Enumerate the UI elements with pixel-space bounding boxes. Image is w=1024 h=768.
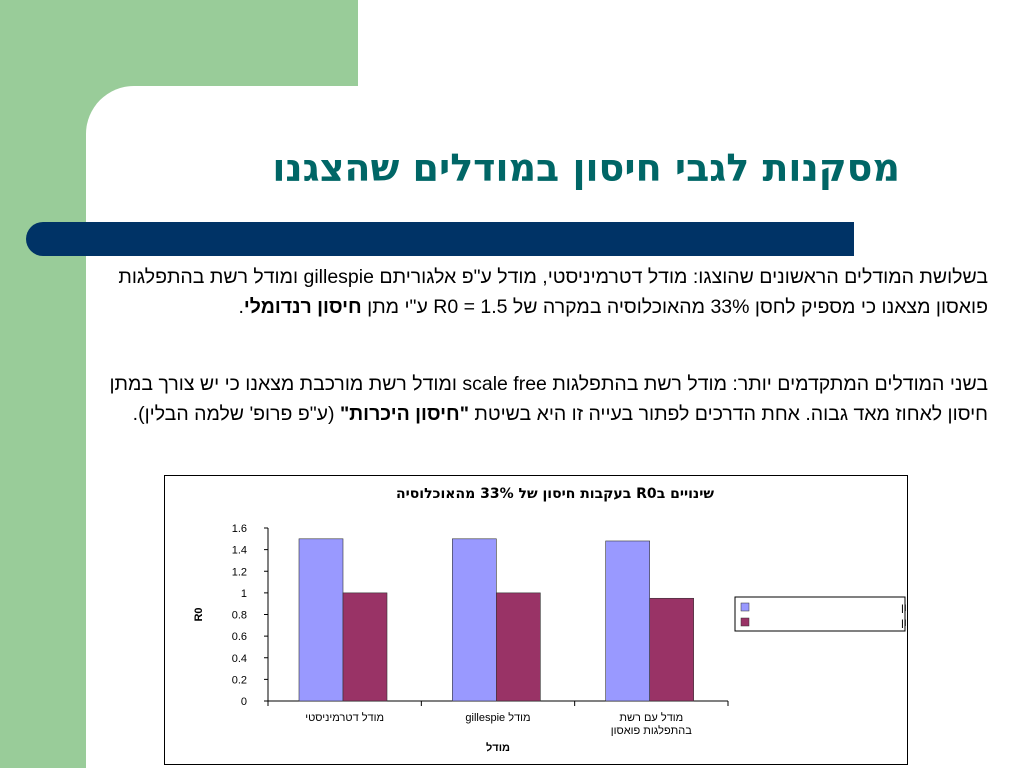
legend-label: לאחר מתן החיסון bbox=[901, 616, 907, 629]
category-label: מודל דטרמיניסטי bbox=[305, 711, 384, 724]
bar-after bbox=[496, 592, 541, 702]
paragraph-2: בשני המודלים המתקדמים יותר: מודל רשת בהת… bbox=[100, 369, 988, 429]
bar-after bbox=[649, 597, 694, 702]
x-axis-label: מודל bbox=[486, 741, 510, 754]
chart-frame: שינויים בR0 בעקבות חיסון של 33% מהאוכלוס… bbox=[164, 475, 908, 765]
paragraph-2-bold: "חיסון היכרות" bbox=[339, 403, 469, 425]
slide-title: מסקנות לגבי חיסון במודלים שהצגנו bbox=[272, 146, 900, 190]
y-tick-label: 0.8 bbox=[232, 610, 247, 622]
category-label: מודל gillespie bbox=[465, 711, 530, 724]
paragraph-2-text: בשני המודלים המתקדמים יותר: מודל רשת בהת… bbox=[109, 373, 988, 425]
legend-swatch bbox=[740, 602, 750, 612]
chart-title: שינויים בR0 בעקבות חיסון של 33% מהאוכלוס… bbox=[396, 486, 714, 502]
legend-swatch bbox=[740, 617, 750, 627]
paragraph-1-end: . bbox=[238, 296, 244, 318]
bar-before bbox=[452, 538, 497, 702]
title-underline-bar bbox=[26, 222, 852, 256]
bar-chart: שינויים בR0 בעקבות חיסון של 33% מהאוכלוס… bbox=[193, 486, 907, 754]
title-bar-end bbox=[848, 222, 854, 256]
y-tick-label: 0.6 bbox=[232, 631, 247, 643]
category-label: בהתפלגות פואסון bbox=[611, 724, 692, 737]
y-tick-label: 0 bbox=[241, 696, 247, 708]
paragraph-1: בשלושת המודלים הראשונים שהוצגו: מודל דטר… bbox=[100, 262, 988, 322]
bar-before bbox=[605, 540, 650, 702]
paragraph-1-text: בשלושת המודלים הראשונים שהוצגו: מודל דטר… bbox=[118, 266, 988, 318]
y-tick-label: 1.6 bbox=[232, 523, 247, 535]
y-tick-label: 1.4 bbox=[232, 545, 247, 557]
y-axis-label: R0 bbox=[193, 607, 205, 621]
category-label: מודל עם רשת bbox=[619, 711, 683, 724]
bar-after bbox=[342, 592, 388, 702]
legend-label: לפני מתן החיסון bbox=[901, 601, 907, 614]
white-top-area bbox=[358, 0, 1024, 86]
bar-before bbox=[298, 538, 344, 702]
paragraph-1-bold: חיסון רנדומלי bbox=[243, 296, 362, 318]
legend-box bbox=[734, 596, 906, 632]
y-tick-label: 1.2 bbox=[232, 566, 247, 578]
y-tick-label: 1 bbox=[241, 588, 247, 600]
y-tick-label: 0.2 bbox=[232, 674, 247, 686]
paragraph-2-end: (ע"פ פרופ' שלמה הבלין). bbox=[132, 403, 335, 425]
y-tick-label: 0.4 bbox=[232, 653, 247, 665]
